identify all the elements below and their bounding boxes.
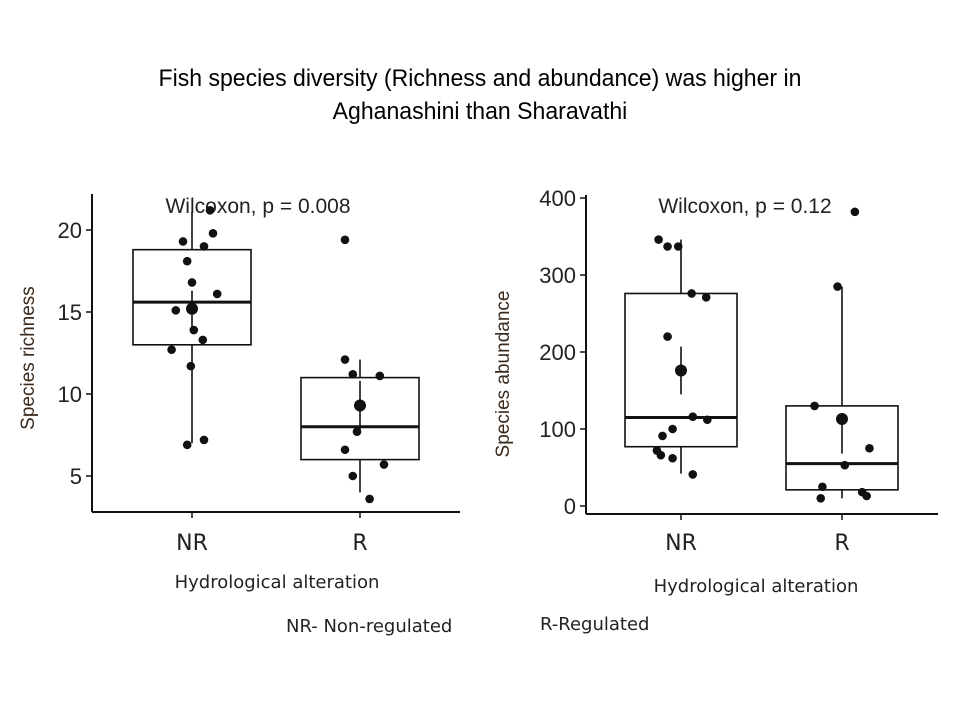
richness-data-point [212,289,222,299]
abundance-data-point [663,332,672,341]
richness-x-axis-title: Hydrological alteration [175,572,380,593]
slide-title-line1: Fish species diversity (Richness and abu… [158,65,802,92]
abundance-r-mean-point [836,412,848,425]
slide-title: Fish species diversity (Richness and abu… [19,62,941,128]
abundance-data-point [688,412,698,421]
abundance-r-box [785,405,899,491]
abundance-data-point [663,242,672,251]
abundance-x-tick-label-r: R [834,531,849,556]
abundance-x-axis-title: Hydrological alteration [654,576,859,597]
abundance-data-point [833,282,842,291]
abundance-data-point [656,450,666,460]
abundance-y-tick-label: 0 [564,494,576,519]
richness-data-point [187,278,197,287]
abundance-x-tick-label-nr: NR [665,531,697,556]
richness-data-point [182,440,192,450]
richness-data-point [340,355,350,364]
abundance-nr-mean-point [675,364,687,377]
richness-data-point [340,235,350,245]
abundance-data-point [701,293,711,302]
abundance-data-point [688,470,698,479]
richness-y-tick-label: 10 [58,382,82,407]
abundance-data-point [687,289,696,298]
abundance-data-point [816,494,826,503]
richness-data-point [167,345,176,355]
richness-r-box [300,376,420,461]
richness-wilcoxon-annotation: Wilcoxon, p = 0.008 [165,195,350,218]
richness-y-tick-label: 15 [58,300,82,325]
abundance-y-tick-label: 300 [539,263,576,288]
abundance-data-point [850,207,860,217]
abundance-data-point [810,401,819,411]
abundance-data-point [668,453,677,463]
richness-boxplot: Wilcoxon, p = 0.008 Species richness Hyd… [18,194,460,593]
abundance-boxplot: Wilcoxon, p = 0.12 Species abundance Hyd… [493,186,938,597]
richness-y-axis-title: Species richness [18,286,39,430]
abundance-y-tick-label: 400 [539,186,576,211]
abundance-data-point [668,424,677,434]
richness-data-point [199,242,209,251]
abundance-data-point [862,491,871,501]
richness-x-tick-label-r: R [352,531,367,556]
richness-data-point [352,427,362,437]
richness-y-tick-label: 5 [70,464,82,489]
abundance-y-axis-title: Species abundance [493,291,514,458]
richness-data-point [208,228,218,238]
richness-x-tick-label-nr: NR [176,531,208,556]
richness-data-point [189,325,199,335]
abundance-y-tick-label: 100 [539,417,576,442]
richness-data-point [198,335,208,345]
abundance-data-point [673,242,683,251]
richness-data-point [348,370,358,379]
richness-data-point [205,206,215,215]
richness-nr-box [132,248,252,346]
richness-data-point [340,445,350,455]
abundance-nr-box [624,292,738,448]
richness-data-point [182,256,192,266]
richness-data-point [171,306,181,315]
slide-title-line2: Aghanashini than Sharavathi [332,98,628,125]
richness-y-tick-label: 20 [58,218,82,243]
richness-data-point [199,435,209,445]
legend-note-r: R-Regulated [540,614,649,635]
richness-data-point [178,237,188,246]
abundance-data-point [840,460,850,470]
abundance-y-tick-label: 200 [539,340,576,365]
richness-data-point [186,304,196,314]
richness-data-point [186,361,196,371]
richness-r-mean-point [354,399,366,412]
abundance-data-point [658,431,667,441]
richness-data-point [348,471,358,481]
abundance-data-point [865,443,874,453]
abundance-data-point [818,482,827,492]
richness-data-point [365,494,374,504]
abundance-data-point [654,235,663,244]
richness-data-point [379,460,389,469]
abundance-data-point [703,415,712,425]
abundance-wilcoxon-annotation: Wilcoxon, p = 0.12 [658,195,831,218]
legend-note-nr: NR- Non-regulated [286,616,452,637]
richness-data-point [375,371,385,381]
